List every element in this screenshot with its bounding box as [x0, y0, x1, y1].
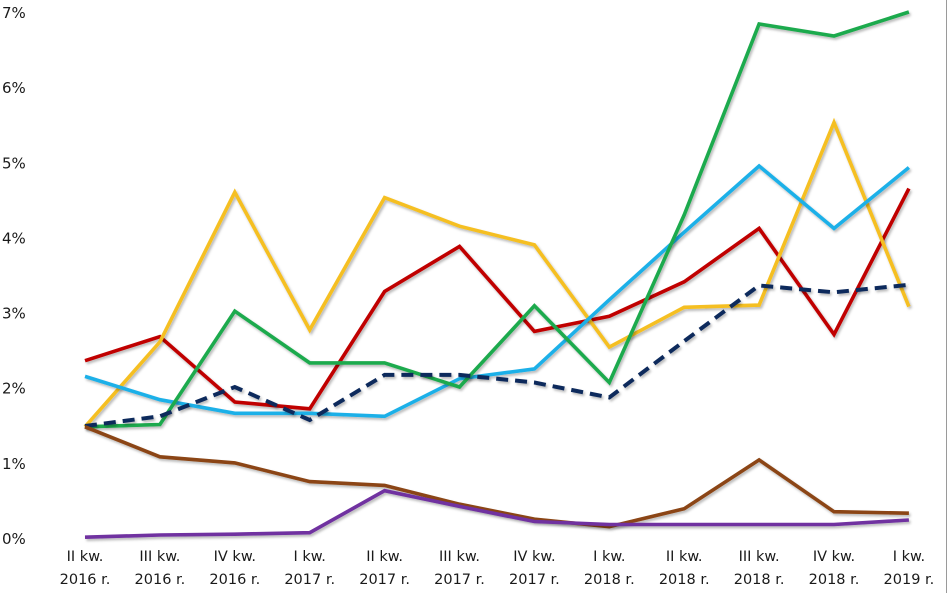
series-red-line [84, 187, 911, 411]
x-tick-label: 2018 r. [584, 572, 635, 588]
y-tick-label: 1% [2, 455, 26, 473]
series-navy-dashed [84, 282, 910, 428]
series-yellow-line [83, 117, 911, 428]
x-tick-label: III kw. [739, 549, 780, 565]
x-tick-label: IV kw. [214, 549, 256, 565]
x-tick-label: 2017 r. [509, 572, 560, 588]
x-tick-label: 2019 r. [884, 572, 935, 588]
x-tick-label: 2018 r. [809, 572, 860, 588]
x-tick-label: 2016 r. [209, 572, 260, 588]
series-purple-line [84, 488, 910, 539]
series-navy-dashed-line [84, 282, 910, 428]
series-green [84, 10, 910, 429]
y-tick-label: 6% [2, 79, 26, 97]
y-tick-label: 3% [2, 305, 26, 323]
x-tick-label: 2018 r. [659, 572, 710, 588]
x-tick-label: III kw. [439, 549, 480, 565]
x-tick-label: IV kw. [513, 549, 555, 565]
x-tick-label: 2016 r. [135, 572, 186, 588]
x-tick-label: II kw. [67, 549, 104, 565]
x-tick-label: 2018 r. [734, 572, 785, 588]
series-blue-line [84, 163, 911, 419]
y-tick-label: 5% [2, 154, 26, 172]
frame-border [946, 0, 947, 593]
series-yellow [83, 117, 911, 428]
series-brown [84, 425, 910, 529]
series-layer [83, 10, 911, 539]
x-tick-label: 2017 r. [359, 572, 410, 588]
y-tick-label: 2% [2, 380, 26, 398]
x-tick-label: II kw. [666, 549, 703, 565]
x-tick-label: 2017 r. [284, 572, 335, 588]
series-green-line [84, 10, 910, 429]
y-tick-label: 4% [2, 229, 26, 247]
x-tick-label: II kw. [366, 549, 403, 565]
x-tick-label: I kw. [893, 549, 925, 565]
series-blue [84, 163, 911, 419]
series-purple [84, 488, 910, 539]
x-tick-label: III kw. [139, 549, 180, 565]
y-axis: 0% 1% 2% 3% 4% 5% 6% 7% [2, 4, 26, 548]
x-tick-label: I kw. [293, 549, 325, 565]
y-tick-label: 0% [2, 530, 26, 548]
x-tick-label: 2016 r. [60, 572, 111, 588]
x-tick-label: IV kw. [813, 549, 855, 565]
series-red [84, 187, 911, 411]
y-tick-label: 7% [2, 4, 26, 22]
series-brown-line [84, 425, 909, 529]
x-tick-label: 2017 r. [434, 572, 485, 588]
x-axis: II kw. 2016 r. III kw. 2016 r. IV kw. 2016 r.… [60, 549, 935, 588]
x-tick-label: I kw. [593, 549, 625, 565]
